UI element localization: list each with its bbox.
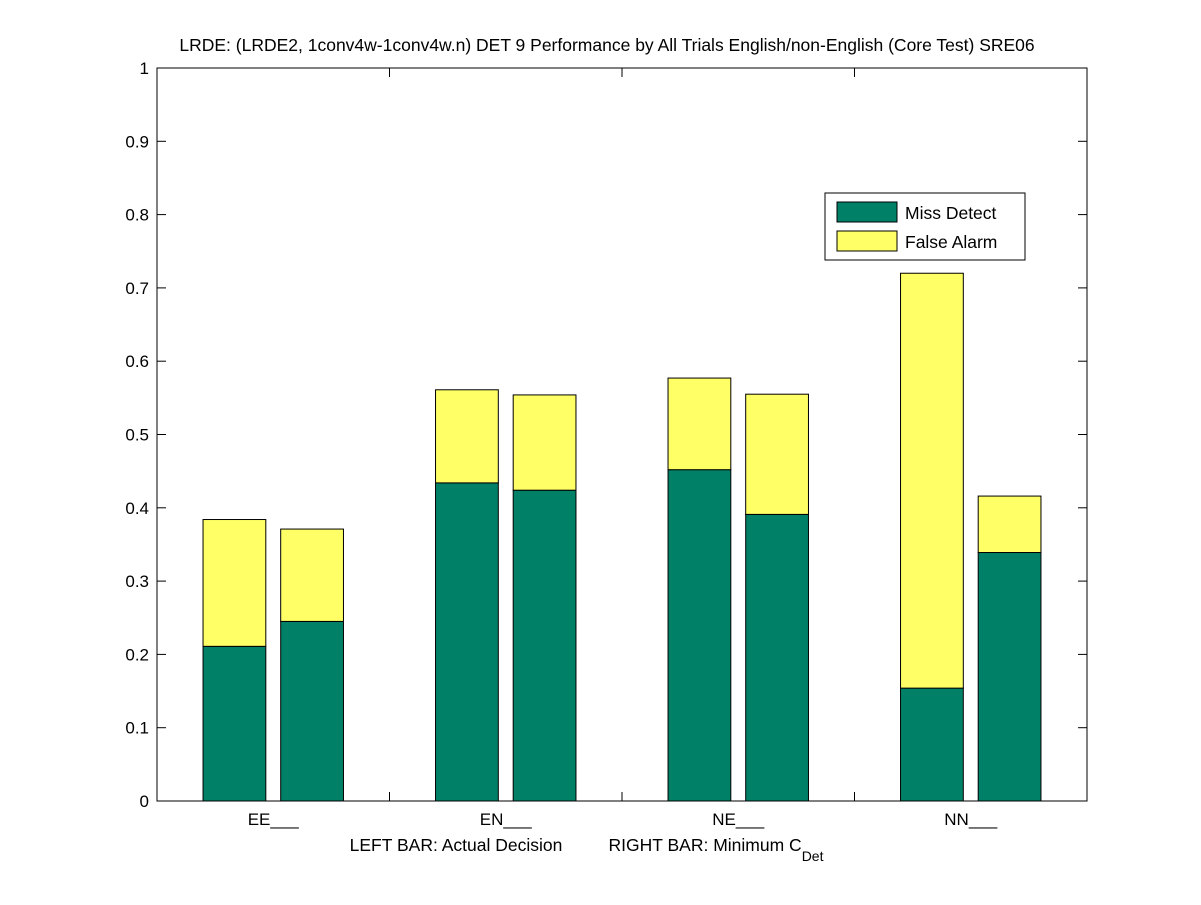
bar-miss-actual <box>435 482 499 802</box>
legend-label-miss-detect: Miss Detect <box>905 203 997 223</box>
bar-false-alarm-actual <box>667 377 732 471</box>
bar-miss-actual <box>667 469 732 802</box>
x-tick-label: NE___ <box>712 810 765 829</box>
y-tick-label: 1 <box>140 59 149 78</box>
bar-false-alarm-minimum <box>977 495 1042 554</box>
bar-false-alarm-actual <box>435 389 499 484</box>
chart-title: LRDE: (LRDE2, 1conv4w-1conv4w.n) DET 9 P… <box>179 35 1034 55</box>
x-label-right-subscript: Det <box>802 848 824 864</box>
y-tick-label: 0.2 <box>125 645 149 664</box>
x-label-right-main: RIGHT BAR: Minimum C <box>609 835 802 855</box>
y-tick-label: 0.8 <box>125 206 149 225</box>
x-tick-label: EN___ <box>480 810 533 829</box>
legend-label-false-alarm: False Alarm <box>905 232 997 252</box>
x-tick-labels: EE___ EN___ NE___ NN___ <box>248 810 998 829</box>
bar-miss-minimum <box>280 620 344 802</box>
bar-false-alarm-minimum <box>745 393 809 515</box>
bar-miss-actual <box>900 687 964 802</box>
bars <box>202 272 1042 802</box>
legend-swatch-miss-detect <box>836 201 898 223</box>
y-tick-label: 0 <box>140 792 149 811</box>
bar-false-alarm-actual <box>202 519 267 647</box>
bar-miss-minimum <box>977 552 1042 802</box>
bar-false-alarm-minimum <box>280 528 344 622</box>
bar-miss-minimum <box>745 513 809 802</box>
y-tick-label: 0.9 <box>125 132 149 151</box>
y-tick-label: 0.3 <box>125 572 149 591</box>
x-label-left-bar: LEFT BAR: Actual Decision <box>350 835 563 855</box>
y-tick-label: 0.1 <box>125 719 149 738</box>
y-tick-label: 0.6 <box>125 352 149 371</box>
y-tick-label: 0.5 <box>125 426 149 445</box>
y-tick-label: 0.4 <box>125 499 149 518</box>
bar-false-alarm-minimum <box>512 394 577 491</box>
y-tick-label: 0.7 <box>125 279 149 298</box>
bar-miss-minimum <box>512 489 577 802</box>
legend-swatch-false-alarm <box>836 230 898 252</box>
x-label-right-bar: RIGHT BAR: Minimum CDet <box>609 835 824 864</box>
plot-frame <box>156 67 1088 802</box>
legend: Miss Detect False Alarm <box>824 192 1026 261</box>
bar-false-alarm-actual <box>900 272 964 689</box>
x-tick-label: EE___ <box>248 810 300 829</box>
y-tick-labels: 0 0.1 0.2 0.3 0.4 0.5 0.6 0.7 0.8 0.9 1 <box>125 59 149 811</box>
x-tick-label: NN___ <box>944 810 997 829</box>
bar-miss-actual <box>202 645 267 802</box>
